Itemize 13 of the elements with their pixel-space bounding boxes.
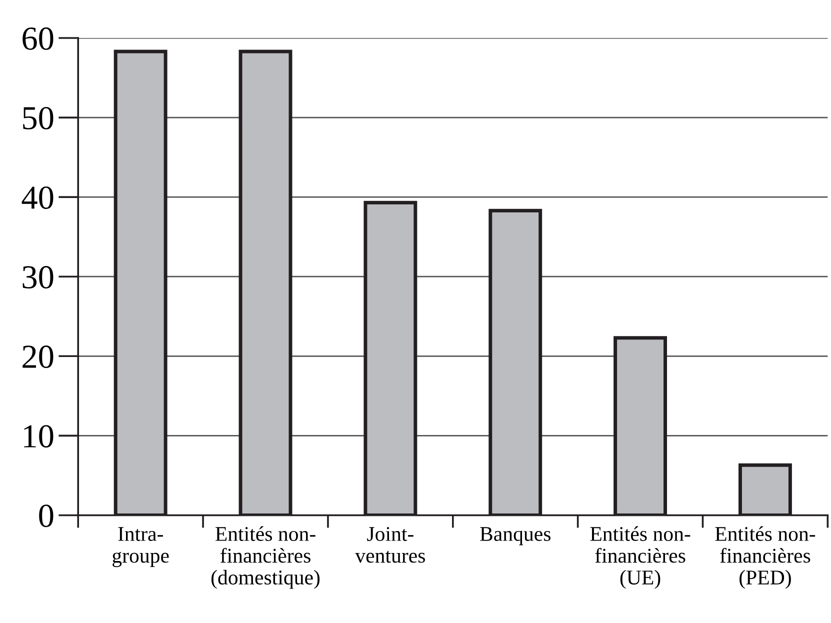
y-tick-label: 60 — [22, 27, 54, 50]
y-tick-label: 30 — [22, 266, 54, 289]
x-tick-label: Intra- groupe — [112, 527, 169, 568]
y-tick-label: 0 — [39, 504, 54, 528]
y-tick-label: 40 — [22, 186, 54, 209]
x-tick-label: Entités non- financières (PED) — [715, 526, 816, 589]
y-tick-label: 50 — [23, 106, 54, 130]
y-tick-label: 10 — [24, 425, 54, 448]
x-tick-label: Joint- ventures — [355, 526, 425, 563]
x-tick-label: Entités non- financières (UE) — [590, 526, 690, 589]
y-tick-label: 20 — [22, 346, 54, 368]
x-tick-label: Entités non- financières (domestique) — [211, 526, 320, 589]
x-tick-label: Banques — [480, 527, 550, 546]
